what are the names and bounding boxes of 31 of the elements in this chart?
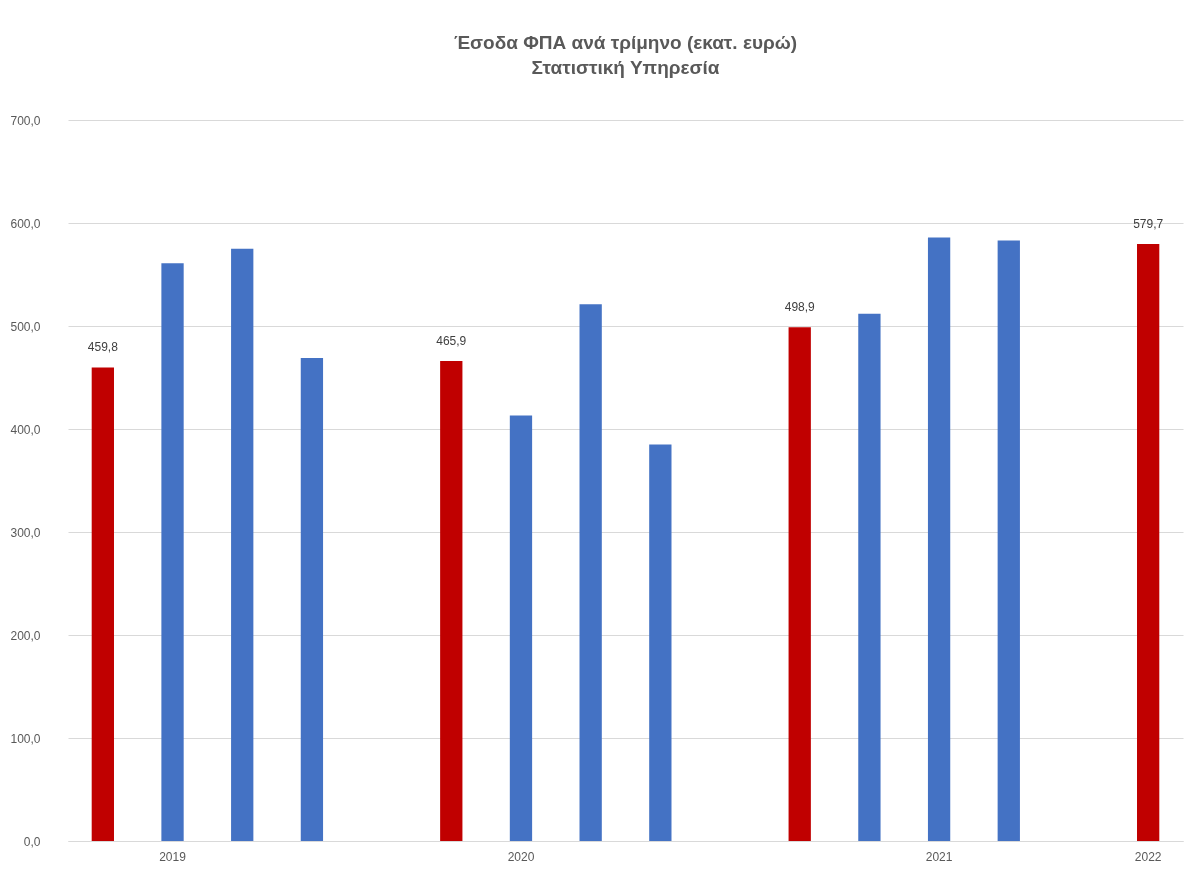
chart-title: Έσοδα ΦΠΑ ανά τρίμηνο (εκατ. ευρώ) xyxy=(453,32,798,53)
y-tick-label: 400,0 xyxy=(10,422,41,437)
y-tick-label: 300,0 xyxy=(10,525,41,540)
bar xyxy=(927,237,951,841)
y-tick-label: 0,0 xyxy=(23,834,41,849)
y-tick-label: 100,0 xyxy=(10,731,41,746)
x-tick-label: 2020 xyxy=(507,849,535,864)
bar xyxy=(1137,243,1160,841)
bar xyxy=(91,367,114,841)
bar xyxy=(300,357,324,841)
y-tick-label: 700,0 xyxy=(10,113,41,128)
x-tick-label: 2022 xyxy=(1134,849,1162,864)
y-tick-label: 500,0 xyxy=(10,319,41,334)
bar xyxy=(579,304,602,841)
data-label: 498,9 xyxy=(784,300,816,315)
bar xyxy=(858,313,881,841)
bar xyxy=(509,415,533,841)
bar xyxy=(997,240,1020,841)
bar xyxy=(440,361,463,841)
bar xyxy=(161,263,184,841)
x-tick-label: 2019 xyxy=(159,849,187,864)
chart-subtitle: Στατιστική Υπηρεσία xyxy=(531,57,720,78)
bar xyxy=(788,327,811,841)
y-tick-label: 200,0 xyxy=(10,628,41,643)
bar xyxy=(649,444,672,841)
data-label: 459,8 xyxy=(87,340,119,355)
data-label: 465,9 xyxy=(436,334,467,349)
y-tick-label: 600,0 xyxy=(10,216,41,231)
bar xyxy=(231,248,254,841)
x-tick-label: 2021 xyxy=(925,849,953,864)
data-label: 579,7 xyxy=(1133,216,1164,231)
